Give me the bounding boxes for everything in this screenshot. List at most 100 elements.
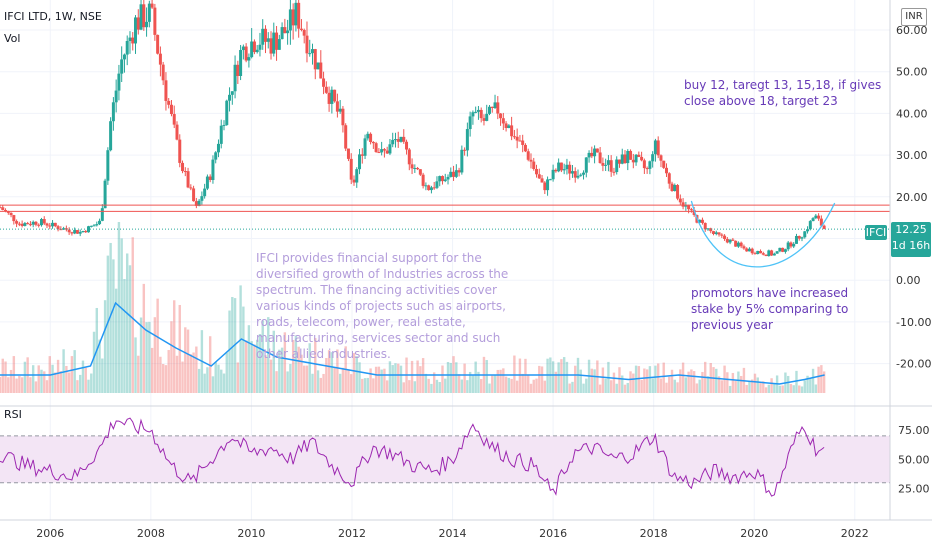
candle-body[interactable]: [529, 159, 533, 162]
candle-body[interactable]: [540, 178, 544, 183]
candle-body[interactable]: [377, 152, 381, 154]
candle-body[interactable]: [114, 90, 118, 103]
candle-body[interactable]: [355, 169, 359, 183]
candle-body[interactable]: [0, 207, 2, 209]
candle-body[interactable]: [255, 49, 259, 53]
candle-body[interactable]: [565, 164, 569, 170]
candle-body[interactable]: [322, 78, 326, 87]
candle-body[interactable]: [142, 4, 146, 28]
candle-body[interactable]: [167, 100, 171, 105]
candle-body[interactable]: [778, 247, 782, 252]
candle-body[interactable]: [623, 154, 627, 164]
candle-body[interactable]: [416, 167, 420, 170]
candle-body[interactable]: [250, 41, 254, 58]
candle-body[interactable]: [620, 154, 624, 164]
candle-body[interactable]: [67, 229, 71, 233]
candle-body[interactable]: [100, 208, 104, 221]
candle-body[interactable]: [479, 109, 483, 119]
candle-body[interactable]: [225, 100, 229, 125]
candle-body[interactable]: [659, 155, 663, 161]
candle-body[interactable]: [794, 235, 798, 244]
candle-body[interactable]: [413, 167, 417, 169]
candle-body[interactable]: [584, 157, 588, 173]
candle-body[interactable]: [222, 124, 226, 126]
candle-body[interactable]: [51, 222, 55, 227]
candle-body[interactable]: [219, 125, 223, 144]
candle-body[interactable]: [570, 171, 574, 174]
candle-body[interactable]: [186, 171, 190, 188]
candle-body[interactable]: [471, 112, 475, 117]
candle-body[interactable]: [244, 46, 248, 61]
candle-body[interactable]: [164, 80, 168, 101]
candle-body[interactable]: [335, 101, 339, 112]
candle-body[interactable]: [421, 174, 425, 186]
candle-body[interactable]: [438, 176, 442, 182]
candle-body[interactable]: [449, 171, 453, 177]
candle-body[interactable]: [598, 152, 602, 163]
candle-body[interactable]: [590, 152, 594, 157]
candle-body[interactable]: [393, 139, 397, 141]
candle-body[interactable]: [485, 113, 489, 121]
candle-body[interactable]: [656, 140, 660, 156]
candle-body[interactable]: [297, 2, 301, 29]
candle-body[interactable]: [169, 104, 173, 115]
candle-body[interactable]: [634, 154, 638, 163]
candle-body[interactable]: [510, 125, 514, 137]
candle-body[interactable]: [446, 176, 450, 180]
candle-body[interactable]: [239, 50, 243, 77]
candle-body[interactable]: [814, 215, 818, 219]
candle-body[interactable]: [111, 102, 115, 122]
candle-body[interactable]: [800, 237, 804, 239]
candle-body[interactable]: [125, 40, 129, 55]
candle-body[interactable]: [59, 229, 63, 231]
candle-body[interactable]: [280, 27, 284, 40]
candle-body[interactable]: [156, 34, 160, 54]
candle-body[interactable]: [687, 205, 691, 210]
candle-body[interactable]: [526, 151, 530, 160]
candle-body[interactable]: [399, 136, 403, 142]
candle-body[interactable]: [698, 219, 702, 223]
candle-body[interactable]: [631, 159, 635, 163]
candle-body[interactable]: [15, 221, 19, 224]
candle-body[interactable]: [402, 136, 406, 142]
candle-body[interactable]: [98, 220, 102, 225]
candle-body[interactable]: [670, 183, 674, 191]
candle-body[interactable]: [327, 92, 331, 104]
candle-body[interactable]: [712, 231, 716, 235]
candle-body[interactable]: [324, 86, 328, 93]
candle-body[interactable]: [374, 143, 378, 153]
candle-body[interactable]: [117, 73, 121, 91]
candle-body[interactable]: [291, 9, 295, 26]
candle-body[interactable]: [252, 41, 256, 53]
candle-body[interactable]: [797, 235, 801, 239]
candle-body[interactable]: [233, 64, 237, 92]
candle-body[interactable]: [676, 185, 680, 199]
candle-body[interactable]: [764, 254, 768, 257]
candle-body[interactable]: [822, 225, 826, 229]
candle-body[interactable]: [739, 242, 743, 247]
candle-body[interactable]: [742, 246, 746, 249]
candle-body[interactable]: [673, 185, 677, 191]
candle-body[interactable]: [507, 125, 511, 128]
candle-body[interactable]: [460, 149, 464, 173]
candle-body[interactable]: [349, 158, 353, 180]
candle-body[interactable]: [136, 17, 140, 30]
candle-body[interactable]: [667, 173, 671, 184]
candle-body[interactable]: [601, 162, 605, 166]
candle-body[interactable]: [548, 179, 552, 181]
candle-body[interactable]: [595, 148, 599, 153]
candle-body[interactable]: [786, 242, 790, 250]
candle-body[interactable]: [344, 125, 348, 149]
candle-body[interactable]: [6, 211, 10, 213]
candle-body[interactable]: [388, 144, 392, 154]
candle-body[interactable]: [139, 4, 143, 30]
candle-body[interactable]: [86, 226, 90, 233]
candle-body[interactable]: [537, 174, 541, 179]
candle-body[interactable]: [277, 39, 281, 50]
candle-body[interactable]: [122, 54, 126, 60]
candle-body[interactable]: [418, 169, 422, 175]
candle-body[interactable]: [358, 154, 362, 170]
candle-body[interactable]: [648, 161, 652, 169]
candle-body[interactable]: [429, 187, 433, 191]
